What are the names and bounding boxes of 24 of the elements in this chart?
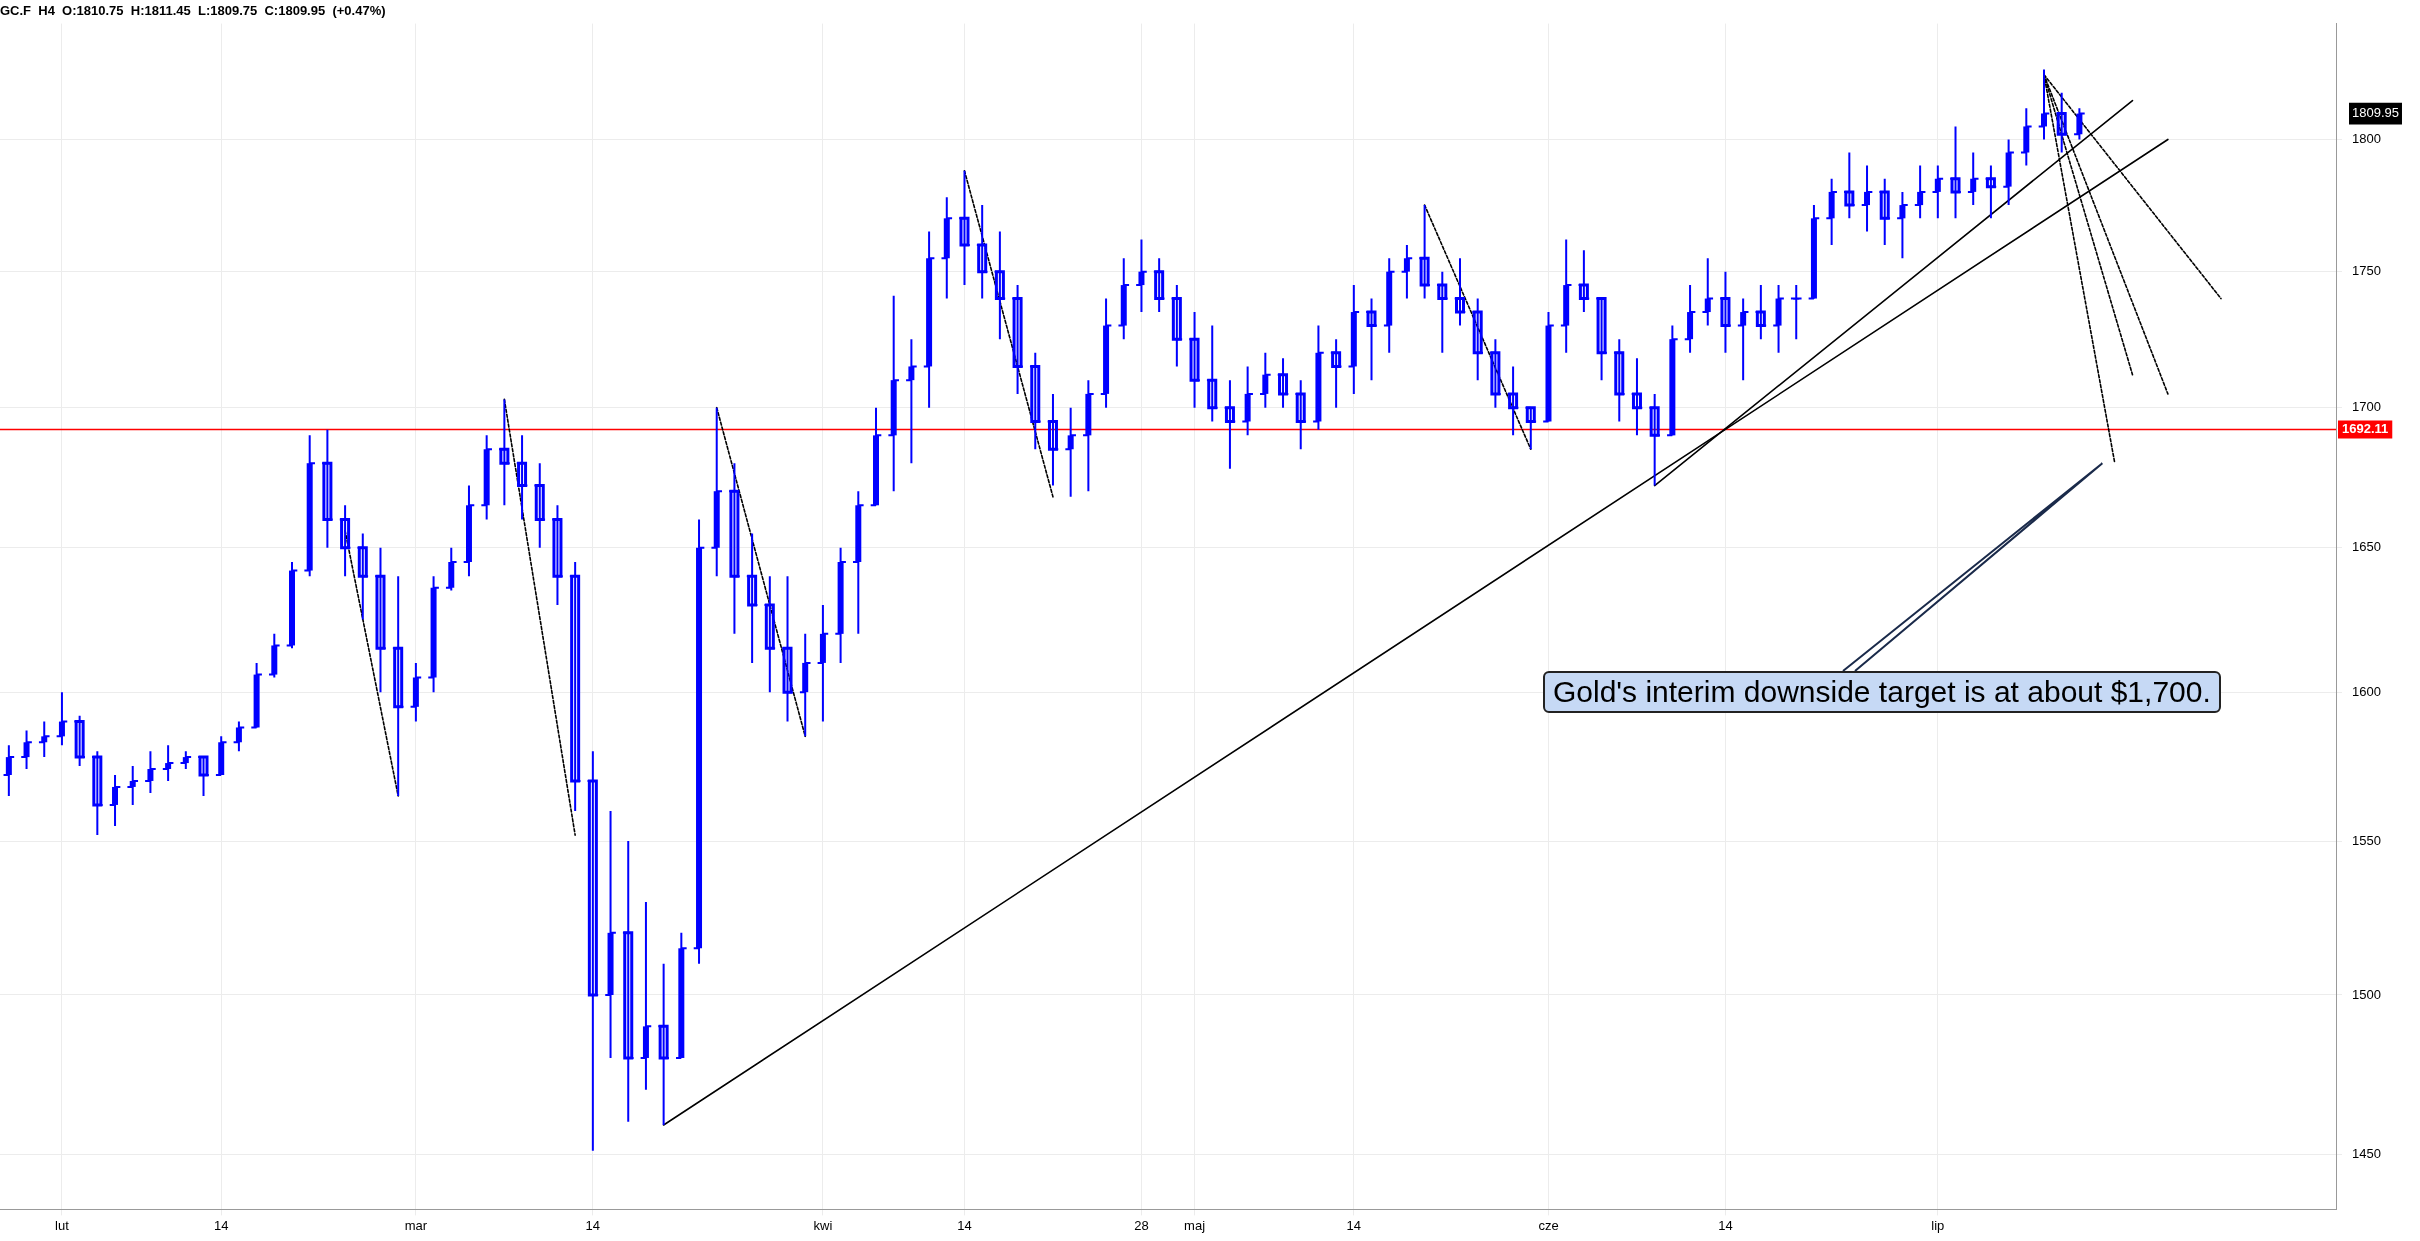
y-tick-label: 1550 xyxy=(2352,832,2381,848)
x-tick-label: maj xyxy=(1184,1217,1206,1233)
x-tick-label: 14 xyxy=(1718,1217,1733,1233)
x-tick-label: 14 xyxy=(585,1217,601,1233)
x-tick-label: lip xyxy=(1931,1217,1945,1233)
annotation: Gold's interim downside target is at about $1,700. xyxy=(1543,671,2221,713)
x-tick-label: kwi xyxy=(813,1217,833,1233)
y-tick-label: 1800 xyxy=(2352,131,2381,147)
x-tick-label: mar xyxy=(404,1217,428,1233)
x-tick-label: 14 xyxy=(1346,1217,1362,1233)
y-tick-label: 1750 xyxy=(2352,263,2381,279)
x-tick-label: 14 xyxy=(213,1217,229,1233)
x-tick-label: lut xyxy=(55,1217,70,1233)
x-tick-label: 28 xyxy=(1134,1217,1149,1233)
y-tick-label: 1450 xyxy=(2352,1145,2381,1161)
x-tick-label: cze xyxy=(1538,1217,1559,1233)
y-tick-label: 1700 xyxy=(2352,399,2381,415)
y-tick-label: 1650 xyxy=(2352,539,2381,555)
chart-title: GC.F H4 O:1810.75 H:1811.45 L:1809.75 C:1809.95 (+0.47%) xyxy=(0,3,386,19)
y-tick-label: 1600 xyxy=(2352,683,2381,699)
y-tick-label: 1500 xyxy=(2352,986,2381,1002)
y-tick-label: 1809.95 xyxy=(2352,105,2399,121)
ref-line-label: 1692.11 xyxy=(2342,421,2389,437)
x-tick-label: 14 xyxy=(957,1217,972,1233)
